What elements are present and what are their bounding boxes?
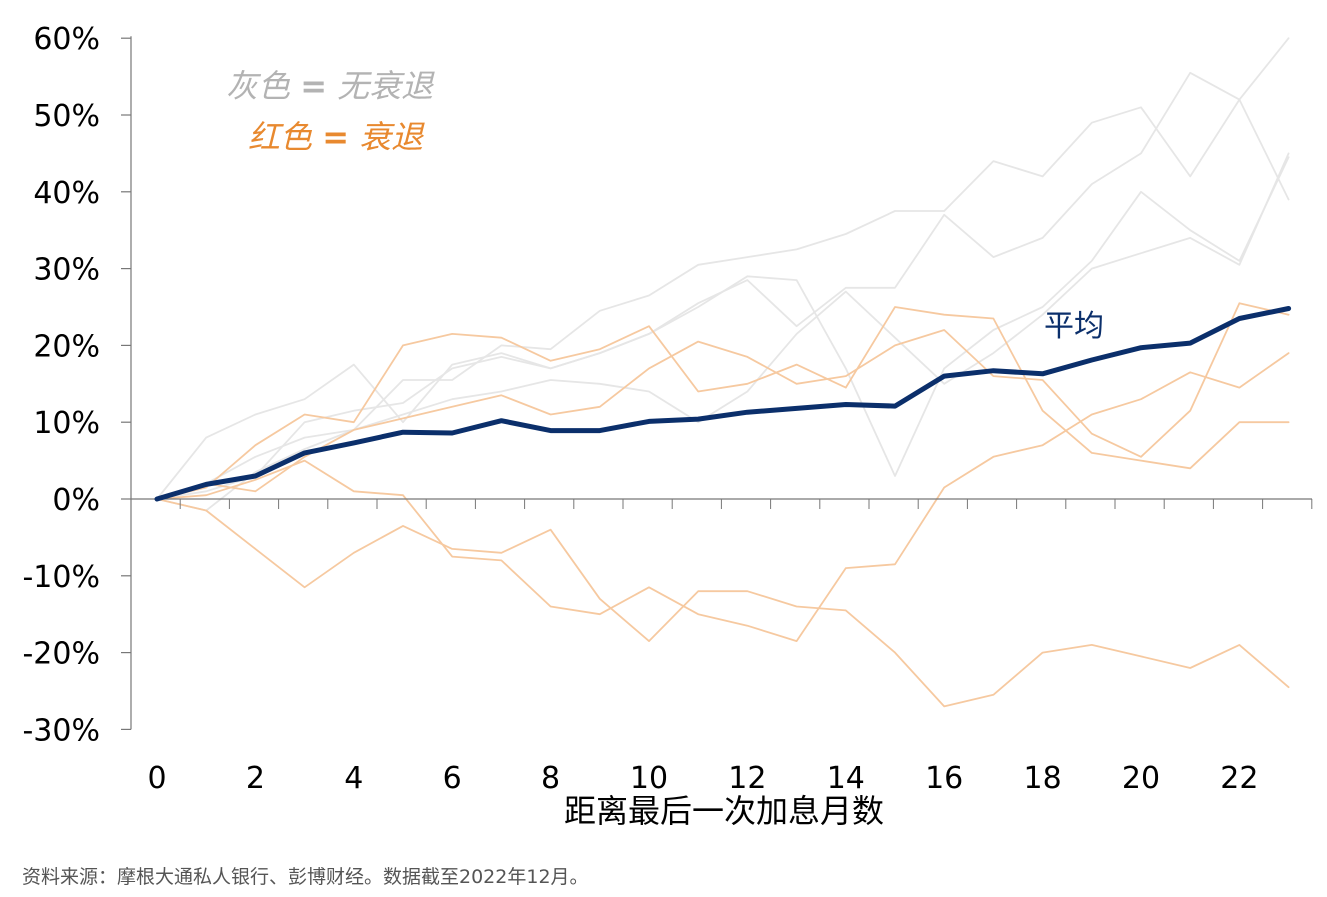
legend-orange-eq: = [322, 118, 349, 156]
x-tick-label: 12 [728, 761, 766, 796]
legend-orange: 红色 = 衰退 [248, 118, 425, 156]
legend-gray-meaning: 无衰退 [337, 67, 435, 105]
legend-gray-label: 灰色 [226, 67, 291, 105]
x-tick-label: 18 [1024, 761, 1062, 796]
y-tick-label: 30% [33, 253, 100, 288]
y-tick-label: 50% [33, 99, 100, 134]
y-tick-label: 20% [33, 329, 100, 364]
orange-series-line [156, 302, 1290, 500]
x-tick-label: 2 [246, 761, 265, 796]
x-tick-label: 14 [827, 761, 865, 796]
y-tick-label: 10% [33, 406, 100, 441]
x-tick-label: 0 [147, 761, 166, 796]
orange-series-line [156, 498, 1290, 708]
y-tick-label: 40% [33, 176, 100, 211]
average-label: 平均 [1044, 309, 1104, 344]
line-chart: -30% -20% -10% 0% 10% 20% 30% 40% 50% 60% 0 2 4 6 8 10 1… [22, 22, 1313, 830]
x-tick-label: 16 [925, 761, 963, 796]
source-note: 资料来源：摩根大通私人银行、彭博财经。数据截至2022年12月。 [22, 866, 589, 888]
orange-series-line [156, 352, 1290, 642]
x-tick-label: 10 [630, 761, 668, 796]
gray-series-group [156, 37, 1290, 512]
axes [121, 36, 1313, 731]
average-series-group [154, 306, 1292, 502]
x-tick-label: 6 [443, 761, 462, 796]
legend-gray: 灰色 = 无衰退 [226, 67, 435, 105]
legend-orange-meaning: 衰退 [359, 118, 425, 156]
orange-series-line [156, 306, 1290, 500]
legend-gray-eq: = [300, 67, 327, 105]
y-tick-label: 60% [33, 22, 100, 57]
y-tick-label: -20% [22, 637, 100, 672]
gray-series-line [156, 152, 1290, 512]
y-tick-label: -30% [22, 713, 100, 748]
gray-series-line [156, 98, 1290, 500]
tick-labels: -30% -20% -10% 0% 10% 20% 30% 40% 50% 60% 0 2 4 6 8 10 1… [22, 22, 1258, 796]
x-tick-label: 20 [1122, 761, 1160, 796]
gray-series-line [156, 37, 1290, 500]
legend-orange-label: 红色 [248, 118, 313, 156]
x-axis-label: 距离最后一次加息月数 [564, 792, 884, 830]
x-tick-label: 4 [344, 761, 363, 796]
x-tick-label: 8 [541, 761, 560, 796]
x-tick-label: 22 [1220, 761, 1258, 796]
y-tick-label: -10% [22, 560, 100, 595]
y-tick-label: 0% [52, 483, 100, 518]
average-series-line [154, 306, 1292, 502]
orange-series-group [156, 302, 1290, 708]
